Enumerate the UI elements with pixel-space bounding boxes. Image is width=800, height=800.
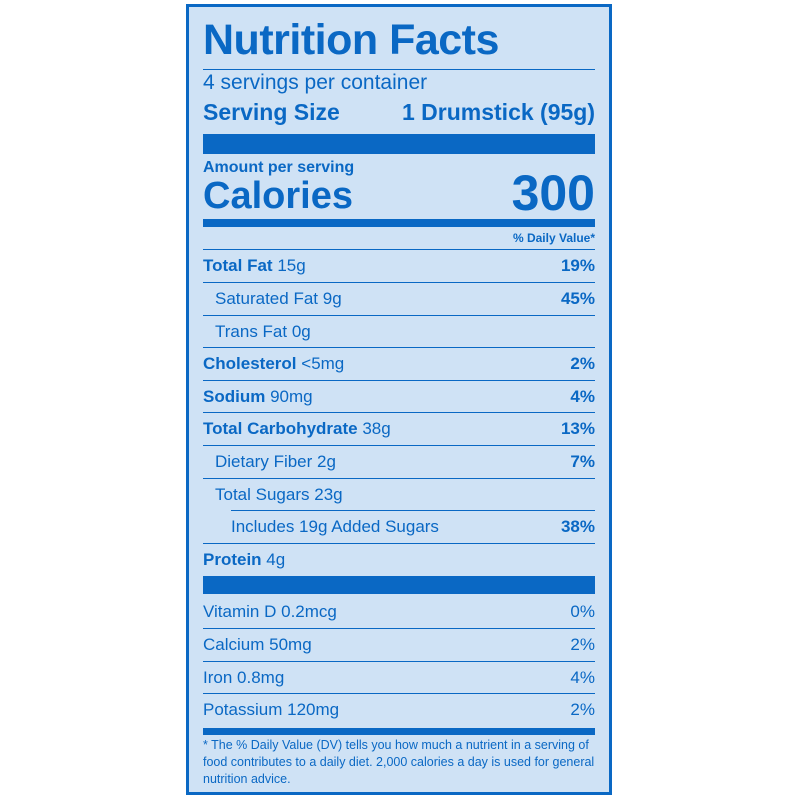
calories-value: 300 [511, 165, 595, 221]
nutrient-row-dietary-fiber: Dietary Fiber 2g 7% [203, 446, 595, 478]
nutrient-name: Protein [203, 550, 262, 569]
vitamin-dv: 4% [570, 668, 595, 687]
nutrient-amount: 9g [322, 289, 342, 308]
vitamin-dv: 0% [570, 602, 595, 621]
nutrition-label-content: Nutrition Facts 4 servings per container… [203, 7, 595, 792]
label-title: Nutrition Facts [203, 16, 499, 64]
row-rule [203, 693, 595, 694]
vitamin-row-potassium: Potassium 120mg 2% [203, 694, 595, 726]
nutrient-row-total-sugars: Total Sugars 23g [203, 479, 595, 511]
title-rule [203, 69, 595, 70]
serving-size-row: Serving Size 1 Drumstick (95g) [203, 98, 595, 126]
nutrient-name: Total Fat [203, 256, 273, 275]
amount-per-serving: Amount per serving [203, 159, 355, 176]
vitamin-dv: 2% [570, 700, 595, 719]
row-rule [203, 661, 595, 662]
nutrient-row-sodium: Sodium 90mg 4% [203, 381, 595, 413]
nutrient-name: Includes 19g Added Sugars [231, 517, 439, 536]
servings-per-container: 4 servings per container [203, 71, 428, 94]
row-rule [203, 412, 595, 413]
nutrient-amount: 0g [291, 322, 311, 341]
row-rule [203, 478, 595, 479]
nutrient-name: Total Carbohydrate [203, 419, 358, 438]
nutrient-name: Trans Fat [215, 322, 288, 341]
dv-header-rule [203, 249, 595, 250]
vitamin-dv: 2% [570, 635, 595, 654]
nutrient-amount: <5mg [301, 354, 345, 373]
daily-value-header: % Daily Value* [512, 231, 595, 245]
nutrient-dv: 45% [560, 289, 595, 308]
thick-divider-top [203, 134, 595, 154]
nutrient-row-protein: Protein 4g [203, 544, 595, 576]
vitamin-amount: 0.8mg [237, 668, 285, 687]
nutrient-dv: 4% [570, 387, 595, 406]
nutrient-amount: 23g [314, 485, 343, 504]
nutrient-amount: 15g [277, 256, 306, 275]
vitamin-row-vitamin-d: Vitamin D 0.2mcg 0% [203, 596, 595, 628]
vitamin-amount: 120mg [287, 700, 340, 719]
nutrient-dv: 2% [570, 354, 595, 373]
serving-size-value: 1 Drumstick (95g) [401, 99, 595, 125]
nutrient-name: Dietary Fiber [215, 452, 313, 471]
nutrient-row-trans-fat: Trans Fat 0g [203, 316, 595, 348]
vitamin-row-iron: Iron 0.8mg 4% [203, 662, 595, 694]
nutrient-amount: 90mg [270, 387, 313, 406]
vitamin-amount: 0.2mcg [281, 602, 337, 621]
thick-divider-bottom [203, 576, 595, 594]
vitamin-name: Iron [203, 668, 233, 687]
row-rule [231, 510, 595, 511]
medium-divider [203, 219, 595, 227]
nutrient-row-saturated-fat: Saturated Fat 9g 45% [203, 283, 595, 315]
nutrient-name: Saturated Fat [215, 289, 319, 308]
row-rule [203, 543, 595, 544]
vitamin-name: Potassium [203, 700, 283, 719]
nutrient-name: Cholesterol [203, 354, 297, 373]
row-rule [203, 628, 595, 629]
nutrient-row-total-carbohydrate: Total Carbohydrate 38g 13% [203, 413, 595, 445]
vitamin-name: Calcium [203, 635, 265, 654]
nutrition-label: Nutrition Facts 4 servings per container… [186, 4, 612, 795]
nutrient-amount: 2g [317, 452, 336, 471]
nutrient-row-total-fat: Total Fat 15g 19% [203, 250, 595, 282]
vitamin-name: Vitamin D [203, 602, 277, 621]
daily-value-footnote: * The % Daily Value (DV) tells you how m… [203, 738, 595, 786]
row-rule [203, 315, 595, 316]
row-rule [203, 445, 595, 446]
nutrient-row-added-sugars: Includes 19g Added Sugars 38% [203, 511, 595, 543]
nutrient-row-cholesterol: Cholesterol <5mg 2% [203, 348, 595, 380]
footnote-divider [203, 728, 595, 735]
nutrient-dv: 38% [560, 517, 595, 536]
nutrient-name: Sodium [203, 387, 266, 406]
nutrient-name: Total Sugars [215, 485, 310, 504]
nutrient-amount: 38g [362, 419, 391, 438]
nutrient-dv: 19% [560, 256, 595, 275]
nutrient-dv: 7% [570, 452, 595, 471]
row-rule [203, 380, 595, 381]
vitamin-row-calcium: Calcium 50mg 2% [203, 629, 595, 661]
vitamin-amount: 50mg [269, 635, 312, 654]
serving-size-label: Serving Size [203, 99, 340, 125]
nutrient-amount: 4g [266, 550, 286, 569]
nutrient-dv: 13% [560, 419, 595, 438]
row-rule [203, 347, 595, 348]
calories-label: Calories [203, 175, 353, 217]
row-rule [203, 282, 595, 283]
